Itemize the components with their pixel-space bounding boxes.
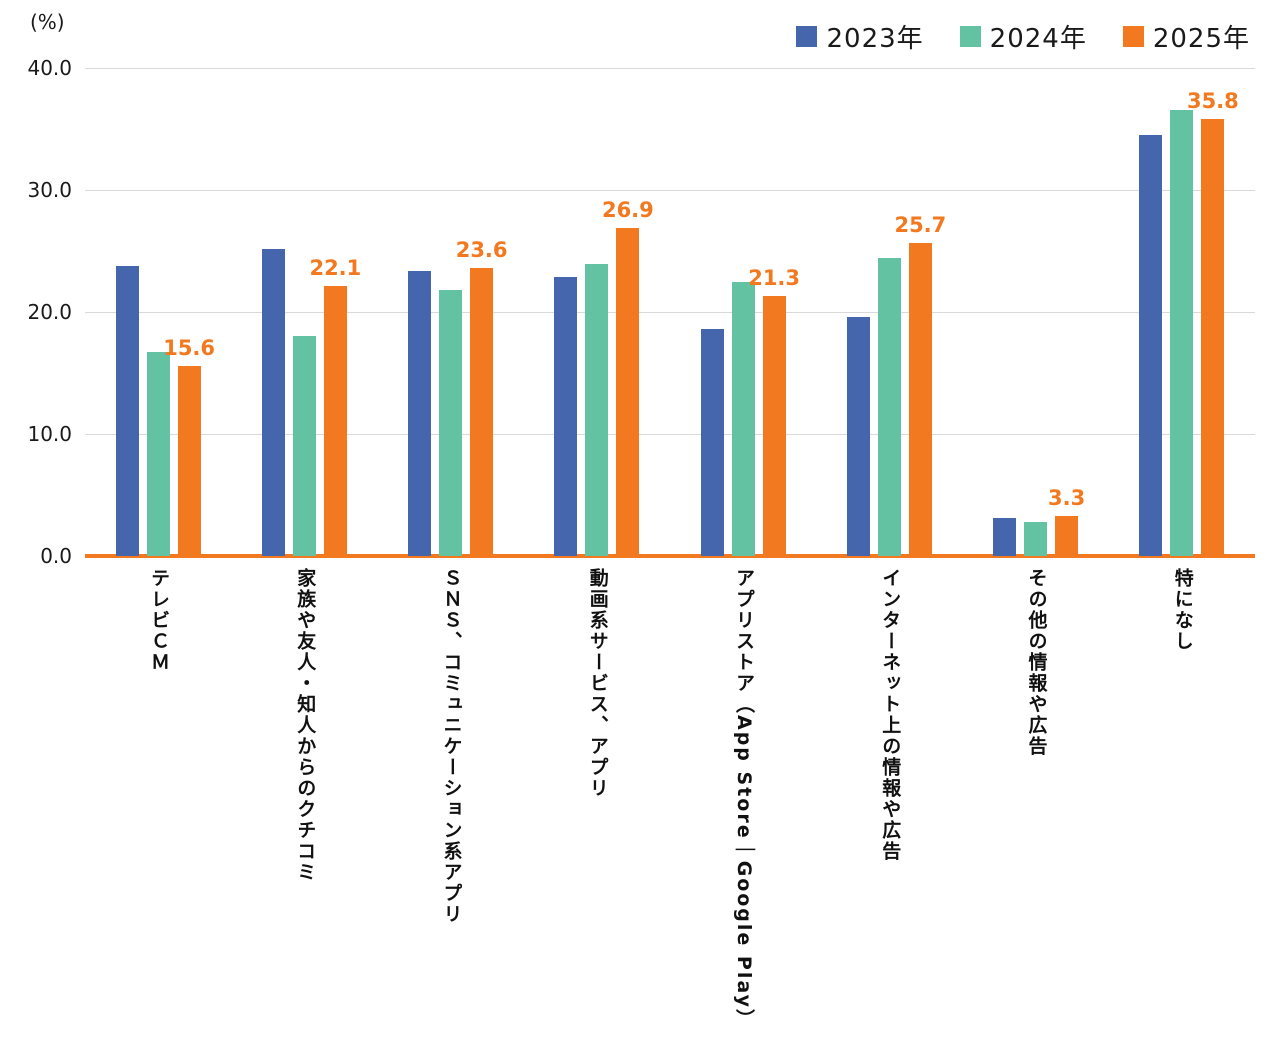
- gridline: [85, 68, 1255, 69]
- y-axis-tick-label: 10.0: [27, 422, 72, 446]
- legend-item: 2025年: [1122, 18, 1250, 55]
- x-axis-label-cell: その他の情報や広告: [963, 568, 1109, 1038]
- bar: 3.3: [1048, 486, 1085, 556]
- bar-group: 22.1: [231, 68, 377, 556]
- plot-area: 15.6 22.1 23.6 26.9 21.3 25.7 3.3 35.8: [85, 68, 1255, 558]
- x-axis-label-cell: 動画系サービス、アプリ: [524, 568, 670, 1038]
- value-label: 25.7: [894, 212, 947, 237]
- bar: [700, 329, 724, 556]
- bar: 15.6: [163, 336, 215, 556]
- legend-label: 2023年: [826, 24, 924, 54]
- bar: 23.6: [456, 238, 508, 556]
- y-axis-tick-label: 40.0: [27, 56, 72, 80]
- x-axis-label: 動画系サービス、アプリ: [586, 568, 609, 799]
- bar-group: 15.6: [85, 68, 231, 556]
- x-axis-label: インターネット上の情報や広告: [879, 568, 902, 862]
- bar: [439, 290, 463, 556]
- x-axis-label: アプリストア（App Store｜Google Play）: [733, 568, 756, 1030]
- value-label: 3.3: [1048, 485, 1086, 510]
- bar: [146, 352, 170, 556]
- legend-swatch: [959, 26, 981, 47]
- x-axis-label-cell: 家族や友人・知人からのクチコミ: [231, 568, 377, 1038]
- x-axis-label-cell: アプリストア（App Store｜Google Play）: [670, 568, 816, 1038]
- bar-group: 25.7: [816, 68, 962, 556]
- y-axis-unit-label: (%): [30, 10, 65, 34]
- value-label: 22.1: [309, 256, 362, 281]
- bar: [115, 265, 139, 556]
- bar: 26.9: [602, 198, 654, 556]
- x-axis-label-cell: インターネット上の情報や広告: [816, 568, 962, 1038]
- value-label: 26.9: [601, 197, 654, 222]
- gridline: [85, 312, 1255, 313]
- legend-label: 2025年: [1152, 24, 1250, 54]
- bar: 25.7: [894, 213, 946, 556]
- bar: [846, 316, 870, 556]
- legend-item: 2024年: [959, 18, 1087, 55]
- x-axis-label-cell: テレビＣＭ: [85, 568, 231, 1038]
- bar-group: 35.8: [1109, 68, 1255, 556]
- legend-item: 2023年: [796, 18, 923, 55]
- x-axis-label: ＳＮＳ、コミュニケーション系アプリ: [440, 568, 463, 925]
- bar: 21.3: [748, 266, 800, 556]
- bar: [292, 336, 316, 556]
- value-label: 23.6: [455, 238, 508, 263]
- value-label: 35.8: [1186, 89, 1239, 114]
- x-axis-label-cell: ＳＮＳ、コミュニケーション系アプリ: [378, 568, 524, 1038]
- bar: [1170, 109, 1194, 556]
- bar: [554, 276, 578, 556]
- gridline: [85, 434, 1255, 435]
- bar: [1024, 521, 1048, 556]
- bar: 22.1: [309, 256, 361, 556]
- x-axis-line: [85, 554, 1255, 558]
- bar: [993, 518, 1017, 556]
- value-label: 15.6: [163, 335, 216, 360]
- legend: 2023年 2024年 2025年: [796, 18, 1250, 55]
- legend-swatch: [796, 26, 818, 47]
- bar: [585, 264, 609, 556]
- bar: [877, 258, 901, 556]
- value-label: 21.3: [748, 266, 801, 291]
- bar-group: 3.3: [963, 68, 1109, 556]
- bar-groups: 15.6 22.1 23.6 26.9 21.3 25.7 3.3 35.8: [85, 68, 1255, 556]
- bar: [261, 248, 285, 556]
- y-axis-tick-label: 30.0: [27, 178, 72, 202]
- bar: 35.8: [1187, 89, 1239, 556]
- legend-label: 2024年: [989, 24, 1087, 54]
- x-axis-label: 家族や友人・知人からのクチコミ: [294, 568, 317, 883]
- bar-group: 21.3: [670, 68, 816, 556]
- x-axis-label: 特になし: [1171, 568, 1194, 652]
- y-axis-tick-label: 20.0: [27, 300, 72, 324]
- bar-group: 23.6: [378, 68, 524, 556]
- x-axis-label: その他の情報や広告: [1025, 568, 1048, 757]
- bar: [1139, 135, 1163, 556]
- y-axis-tick-label: 0.0: [40, 544, 72, 568]
- legend-swatch: [1122, 26, 1144, 47]
- x-axis-label: テレビＣＭ: [148, 568, 171, 673]
- bar: [731, 281, 755, 556]
- gridline: [85, 190, 1255, 191]
- x-axis-labels: テレビＣＭ 家族や友人・知人からのクチコミ ＳＮＳ、コミュニケーション系アプリ 動画系…: [85, 568, 1255, 1038]
- bar-group: 26.9: [524, 68, 670, 556]
- x-axis-label-cell: 特になし: [1109, 568, 1255, 1038]
- bar: [408, 270, 432, 556]
